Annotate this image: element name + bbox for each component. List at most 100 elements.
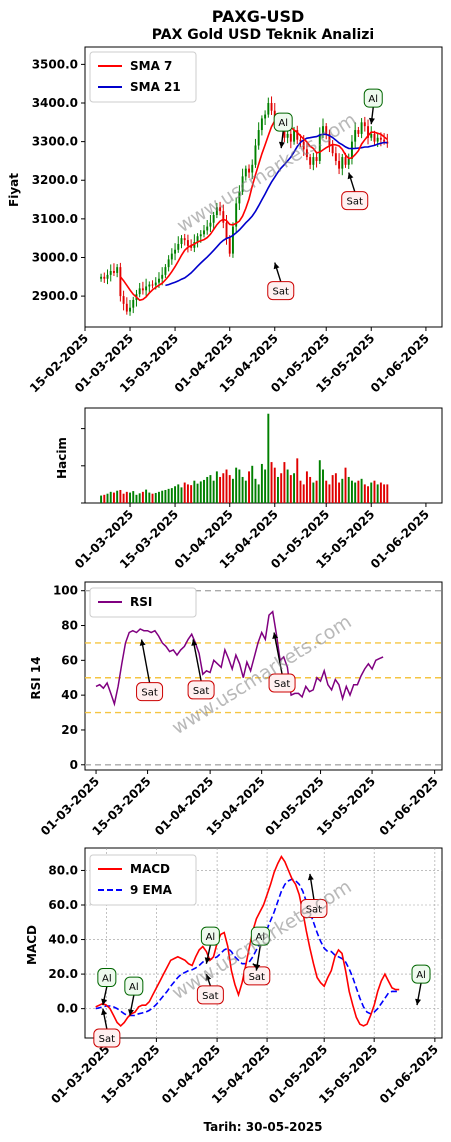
price-candle-body bbox=[305, 149, 308, 158]
volume-bar bbox=[338, 482, 341, 503]
price-y-axis-label: Fiyat bbox=[7, 173, 21, 207]
volume-plot-frame bbox=[84, 407, 443, 504]
volume-bar bbox=[161, 490, 164, 503]
price-candle-body bbox=[318, 133, 321, 161]
macd-signal-label: Al bbox=[256, 932, 266, 943]
macd-signal-label: Sat bbox=[306, 904, 322, 915]
price-x-tick-label: 01-06-2025 bbox=[368, 331, 432, 395]
price-candle-body bbox=[158, 278, 160, 283]
volume-bar bbox=[225, 469, 228, 503]
volume-bar bbox=[215, 471, 218, 503]
rsi-line bbox=[95, 610, 384, 707]
volume-bar bbox=[116, 490, 119, 503]
volume-bar bbox=[280, 473, 283, 503]
price-candle-body bbox=[212, 215, 215, 223]
volume-bar bbox=[386, 484, 389, 503]
macd-legend-label: MACD bbox=[130, 862, 170, 876]
volume-bar bbox=[206, 476, 209, 503]
volume-bar bbox=[238, 469, 241, 503]
volume-bar bbox=[154, 492, 157, 503]
price-candle-body bbox=[219, 207, 222, 212]
price-candle-body bbox=[196, 236, 199, 243]
rsi-signal-badge bbox=[187, 680, 215, 700]
rsi-y-tick-label: 0 bbox=[70, 758, 78, 772]
volume-bar bbox=[235, 467, 238, 503]
volume-bar bbox=[344, 467, 347, 503]
price-candle-body bbox=[257, 130, 260, 146]
volume-bar bbox=[212, 480, 215, 503]
volume-bar bbox=[383, 484, 386, 503]
price-candle-body bbox=[174, 249, 177, 254]
volume-bar bbox=[244, 480, 247, 503]
volume-bar bbox=[318, 460, 321, 503]
price-y-tick-label: 3100.0 bbox=[32, 212, 78, 226]
price-candle-body bbox=[228, 238, 231, 254]
macd-plot-frame bbox=[84, 847, 443, 1039]
rsi-signal-arrowhead bbox=[139, 639, 146, 646]
price-candle-body bbox=[312, 157, 315, 165]
macd-x-tick-label: 01-06-2025 bbox=[377, 1042, 441, 1106]
chart-title: PAXG-USD bbox=[212, 7, 305, 26]
macd-signal-arrowhead bbox=[204, 957, 211, 964]
price-candle-body bbox=[373, 133, 376, 142]
price-candle-body bbox=[363, 122, 366, 127]
volume-bar bbox=[354, 482, 357, 503]
rsi-y-tick-label: 60 bbox=[61, 653, 78, 667]
price-candle-body bbox=[309, 157, 312, 165]
volume-bar bbox=[367, 486, 369, 503]
price-candle-body bbox=[177, 243, 180, 250]
price-candle-body bbox=[199, 234, 202, 237]
price-signal-badge bbox=[341, 191, 369, 211]
volume-bar bbox=[305, 471, 308, 503]
price-signal-label: Al bbox=[278, 118, 288, 129]
price-candle-body bbox=[289, 133, 292, 142]
rsi-signal-arrow bbox=[273, 632, 283, 675]
macd-signal-badge bbox=[300, 898, 328, 918]
price-signal-badge bbox=[267, 281, 295, 301]
chart-subtitle: PAX Gold USD Teknik Analizi bbox=[152, 27, 374, 43]
volume-bar bbox=[180, 487, 183, 503]
volume-bar bbox=[322, 469, 324, 503]
rsi-signal-arrowhead bbox=[191, 639, 198, 646]
macd-signal-label: Sat bbox=[249, 972, 265, 983]
macd-signal-badge bbox=[124, 976, 144, 996]
volume-bar bbox=[177, 484, 180, 503]
price-candle-body bbox=[367, 126, 369, 138]
price-candle-body bbox=[106, 274, 109, 279]
volume-bar bbox=[331, 475, 334, 503]
volume-x-tick-label: 01-06-2025 bbox=[368, 507, 432, 571]
volume-bar bbox=[264, 469, 267, 503]
price-legend-label: SMA 7 bbox=[130, 59, 172, 73]
price-candle-body bbox=[132, 299, 135, 308]
macd-signal-badge bbox=[411, 964, 431, 984]
price-candle-body bbox=[125, 303, 128, 312]
price-y-tick-label: 3500.0 bbox=[32, 57, 78, 71]
price-candle-body bbox=[206, 226, 209, 231]
macd-signal-arrowhead bbox=[254, 964, 261, 971]
price-candle-body bbox=[109, 271, 112, 275]
macd-signal-badge bbox=[200, 926, 220, 946]
volume-bar bbox=[167, 488, 170, 503]
volume-bar bbox=[379, 482, 382, 503]
volume-bar bbox=[357, 480, 360, 503]
price-signal-arrowhead bbox=[278, 141, 285, 149]
volume-bar bbox=[302, 484, 305, 503]
x-axis-date-label: Tarih: 30-05-2025 bbox=[203, 1120, 322, 1134]
price-candle-body bbox=[328, 133, 331, 146]
price-candle-body bbox=[347, 159, 350, 165]
volume-bar bbox=[260, 463, 263, 503]
rsi-signal-arrowhead bbox=[272, 632, 279, 639]
price-candle-body bbox=[251, 164, 254, 173]
macd-signal-arrowhead bbox=[205, 974, 212, 981]
price-candle-body bbox=[254, 145, 257, 165]
price-candle-body bbox=[264, 114, 267, 119]
price-candle-body bbox=[383, 139, 386, 142]
macd-signal-label: Al bbox=[129, 982, 139, 993]
volume-bar bbox=[109, 491, 112, 503]
macd-signal-badge bbox=[250, 926, 270, 946]
macd-legend-box bbox=[89, 854, 197, 906]
rsi-y-tick-label: 80 bbox=[61, 619, 78, 633]
sma7-line bbox=[119, 115, 388, 302]
macd-signal-arrowhead bbox=[128, 1009, 134, 1016]
watermark-text: www.uscmarkets.com bbox=[168, 611, 355, 739]
